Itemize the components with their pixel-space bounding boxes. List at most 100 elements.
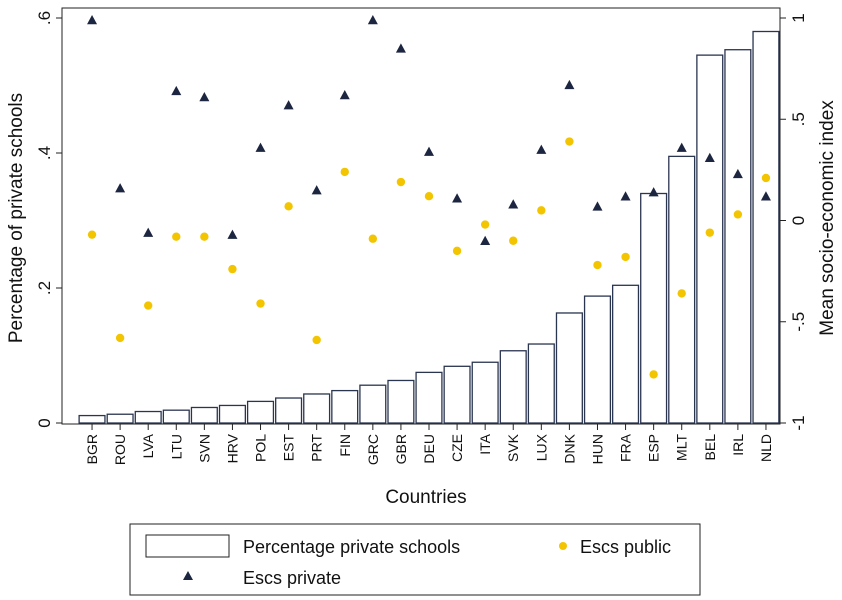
escs-private-point-est (283, 100, 294, 110)
escs-private-point-mlt (676, 142, 687, 152)
bar-fin (331, 389, 359, 424)
escs-private-point-rou (115, 183, 126, 193)
y-left-tick-label: .2 (35, 281, 54, 295)
escs-private-point-lva (143, 227, 154, 237)
x-tick-label: FIN (337, 434, 353, 457)
legend: Percentage private schools Escs public E… (129, 523, 701, 596)
legend-label-escs-private: Escs private (243, 568, 341, 588)
y-left-tick-label: 0 (35, 418, 54, 427)
legend-label-escs-public: Escs public (580, 537, 671, 557)
escs-public-point-irl (733, 210, 743, 219)
escs-public-point-esp (649, 370, 658, 379)
x-tick-label: FRA (618, 433, 634, 462)
bar-rou (106, 413, 134, 424)
escs-public-point-hrv (228, 264, 237, 274)
escs-private-point-dnk (564, 79, 575, 90)
escs-public-point-deu (424, 192, 434, 201)
escs-private-point-grc (367, 15, 378, 25)
y-axis-right-label: Mean socio-economic index (817, 100, 838, 336)
escs-public-point-bgr (87, 230, 97, 239)
escs-public-point-fin (340, 167, 349, 177)
x-tick-label: BEL (702, 434, 718, 461)
escs-public-point-gbr (396, 177, 406, 187)
bar-grc (359, 384, 387, 424)
escs-public-point-hun (593, 260, 602, 270)
escs-public-point-lva (144, 301, 153, 310)
escs-private-point-gbr (395, 43, 406, 53)
escs-public-point-mlt (677, 289, 686, 298)
escs-public-point-ita (480, 220, 490, 229)
y-left-tick-label: .4 (35, 146, 54, 160)
escs-public-point-est (284, 202, 293, 211)
escs-private-point-esp (648, 187, 659, 197)
escs-private-point-fra (620, 191, 631, 201)
bar-pol (246, 400, 275, 424)
bar-lux (527, 343, 555, 424)
escs-private-point-prt (311, 185, 322, 195)
bar-ita (471, 361, 499, 424)
escs-public-point-rou (115, 333, 125, 343)
x-tick-label: SVN (196, 434, 212, 463)
y-axis-left-label: Percentage of private schools (6, 93, 27, 343)
escs-private-point-nld (760, 191, 771, 201)
x-tick-label: GRC (365, 434, 381, 465)
y-axis-left: 0 .2 .4 .6 (35, 11, 62, 428)
bar-hrv (218, 404, 247, 424)
x-tick-label: LTU (168, 434, 184, 459)
escs-public-point-svk (509, 236, 518, 245)
x-tick-label: HUN (589, 434, 605, 464)
bar-gbr (387, 379, 415, 424)
bar-prt (303, 393, 331, 424)
bar-hun (583, 295, 612, 424)
escs-private-point-fin (339, 89, 350, 100)
escs-public-point-prt (312, 335, 321, 345)
x-axis: BGR ROU LVA LTU SVN HRV POL EST PRT FIN GRC GBR DEU C… (84, 424, 774, 465)
x-tick-label: NLD (758, 434, 774, 462)
x-tick-label: POL (253, 434, 269, 462)
y-right-tick-label: 0 (789, 216, 808, 225)
x-tick-label: DEU (421, 434, 437, 464)
x-tick-label: LUX (533, 433, 549, 461)
x-tick-label: SVK (505, 433, 521, 462)
escs-private-point-lux (536, 144, 547, 154)
bar-nld (752, 30, 780, 424)
y-right-tick-label: -1 (789, 415, 808, 430)
legend-bar-swatch (145, 534, 230, 558)
escs-private-point-deu (424, 146, 434, 156)
escs-public-point-bel (705, 228, 714, 237)
y-axis-right: -1 -.5 0 .5 1 (780, 13, 808, 431)
y-left-tick-label: .6 (35, 11, 54, 25)
escs-public-point-fra (621, 252, 630, 262)
escs-public-point-pol (256, 299, 265, 308)
bar-esp (640, 192, 668, 424)
bar-lva (134, 410, 162, 424)
x-tick-label: IRL (730, 434, 746, 456)
escs-private-point-bel (704, 152, 715, 162)
legend-label-private-pct: Percentage private schools (243, 537, 460, 557)
bar-irl (724, 49, 752, 424)
bar-dnk (555, 312, 583, 424)
y-right-tick-label: .5 (789, 112, 808, 126)
x-tick-label: MLT (674, 434, 690, 461)
legend-private-marker (183, 571, 193, 580)
x-tick-label: HRV (224, 433, 240, 463)
bar-bgr (78, 414, 106, 424)
escs-public-point-lux (537, 206, 546, 215)
escs-public-point-svn (200, 232, 209, 241)
x-tick-label: DNK (561, 433, 577, 463)
x-tick-label: PRT (309, 434, 325, 462)
escs-public-point-ltu (172, 232, 181, 241)
x-tick-label: CZE (449, 434, 465, 462)
x-tick-label: GBR (393, 434, 409, 464)
escs-public-point-grc (368, 234, 378, 243)
bar-ltu (162, 409, 190, 424)
escs-private-point-hun (592, 201, 603, 211)
escs-private-point-pol (255, 142, 266, 152)
legend-public-marker (559, 542, 567, 550)
escs-private-point-ita (480, 235, 491, 245)
x-tick-label: LVA (140, 433, 156, 458)
bar-svn (190, 406, 218, 424)
y-right-tick-label: -.5 (789, 312, 808, 332)
escs-public-point-nld (761, 173, 771, 183)
